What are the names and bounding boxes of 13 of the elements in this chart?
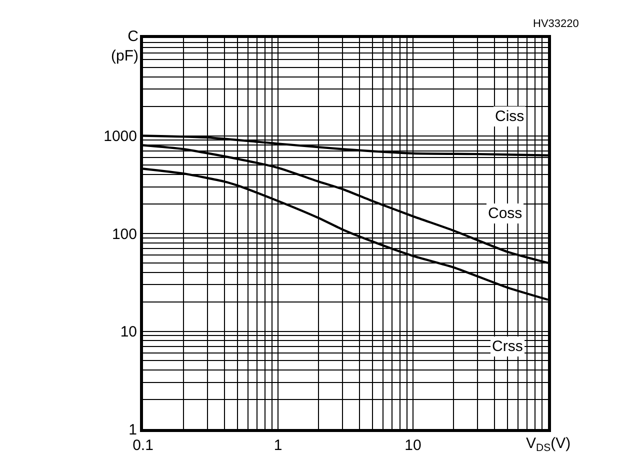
x-tick-label: 1 [274, 437, 282, 454]
y-tick-label: 100 [112, 226, 137, 243]
x-tick-label: 0.1 [132, 437, 154, 454]
y-tick-label: 10 [120, 324, 137, 340]
text: HV33220 [533, 18, 579, 30]
y-tick-label: 1000 [104, 128, 137, 145]
annotation: Crss [492, 338, 523, 355]
x-tick-label: 10 [404, 437, 422, 454]
y-axis-title: C (pF) [111, 28, 139, 64]
y-tick-label: 1 [128, 421, 137, 438]
x-axis-title: V$_{DS}$(V) [526, 435, 571, 454]
annotation: Coss [488, 205, 522, 222]
annotation: Ciss [495, 108, 524, 125]
